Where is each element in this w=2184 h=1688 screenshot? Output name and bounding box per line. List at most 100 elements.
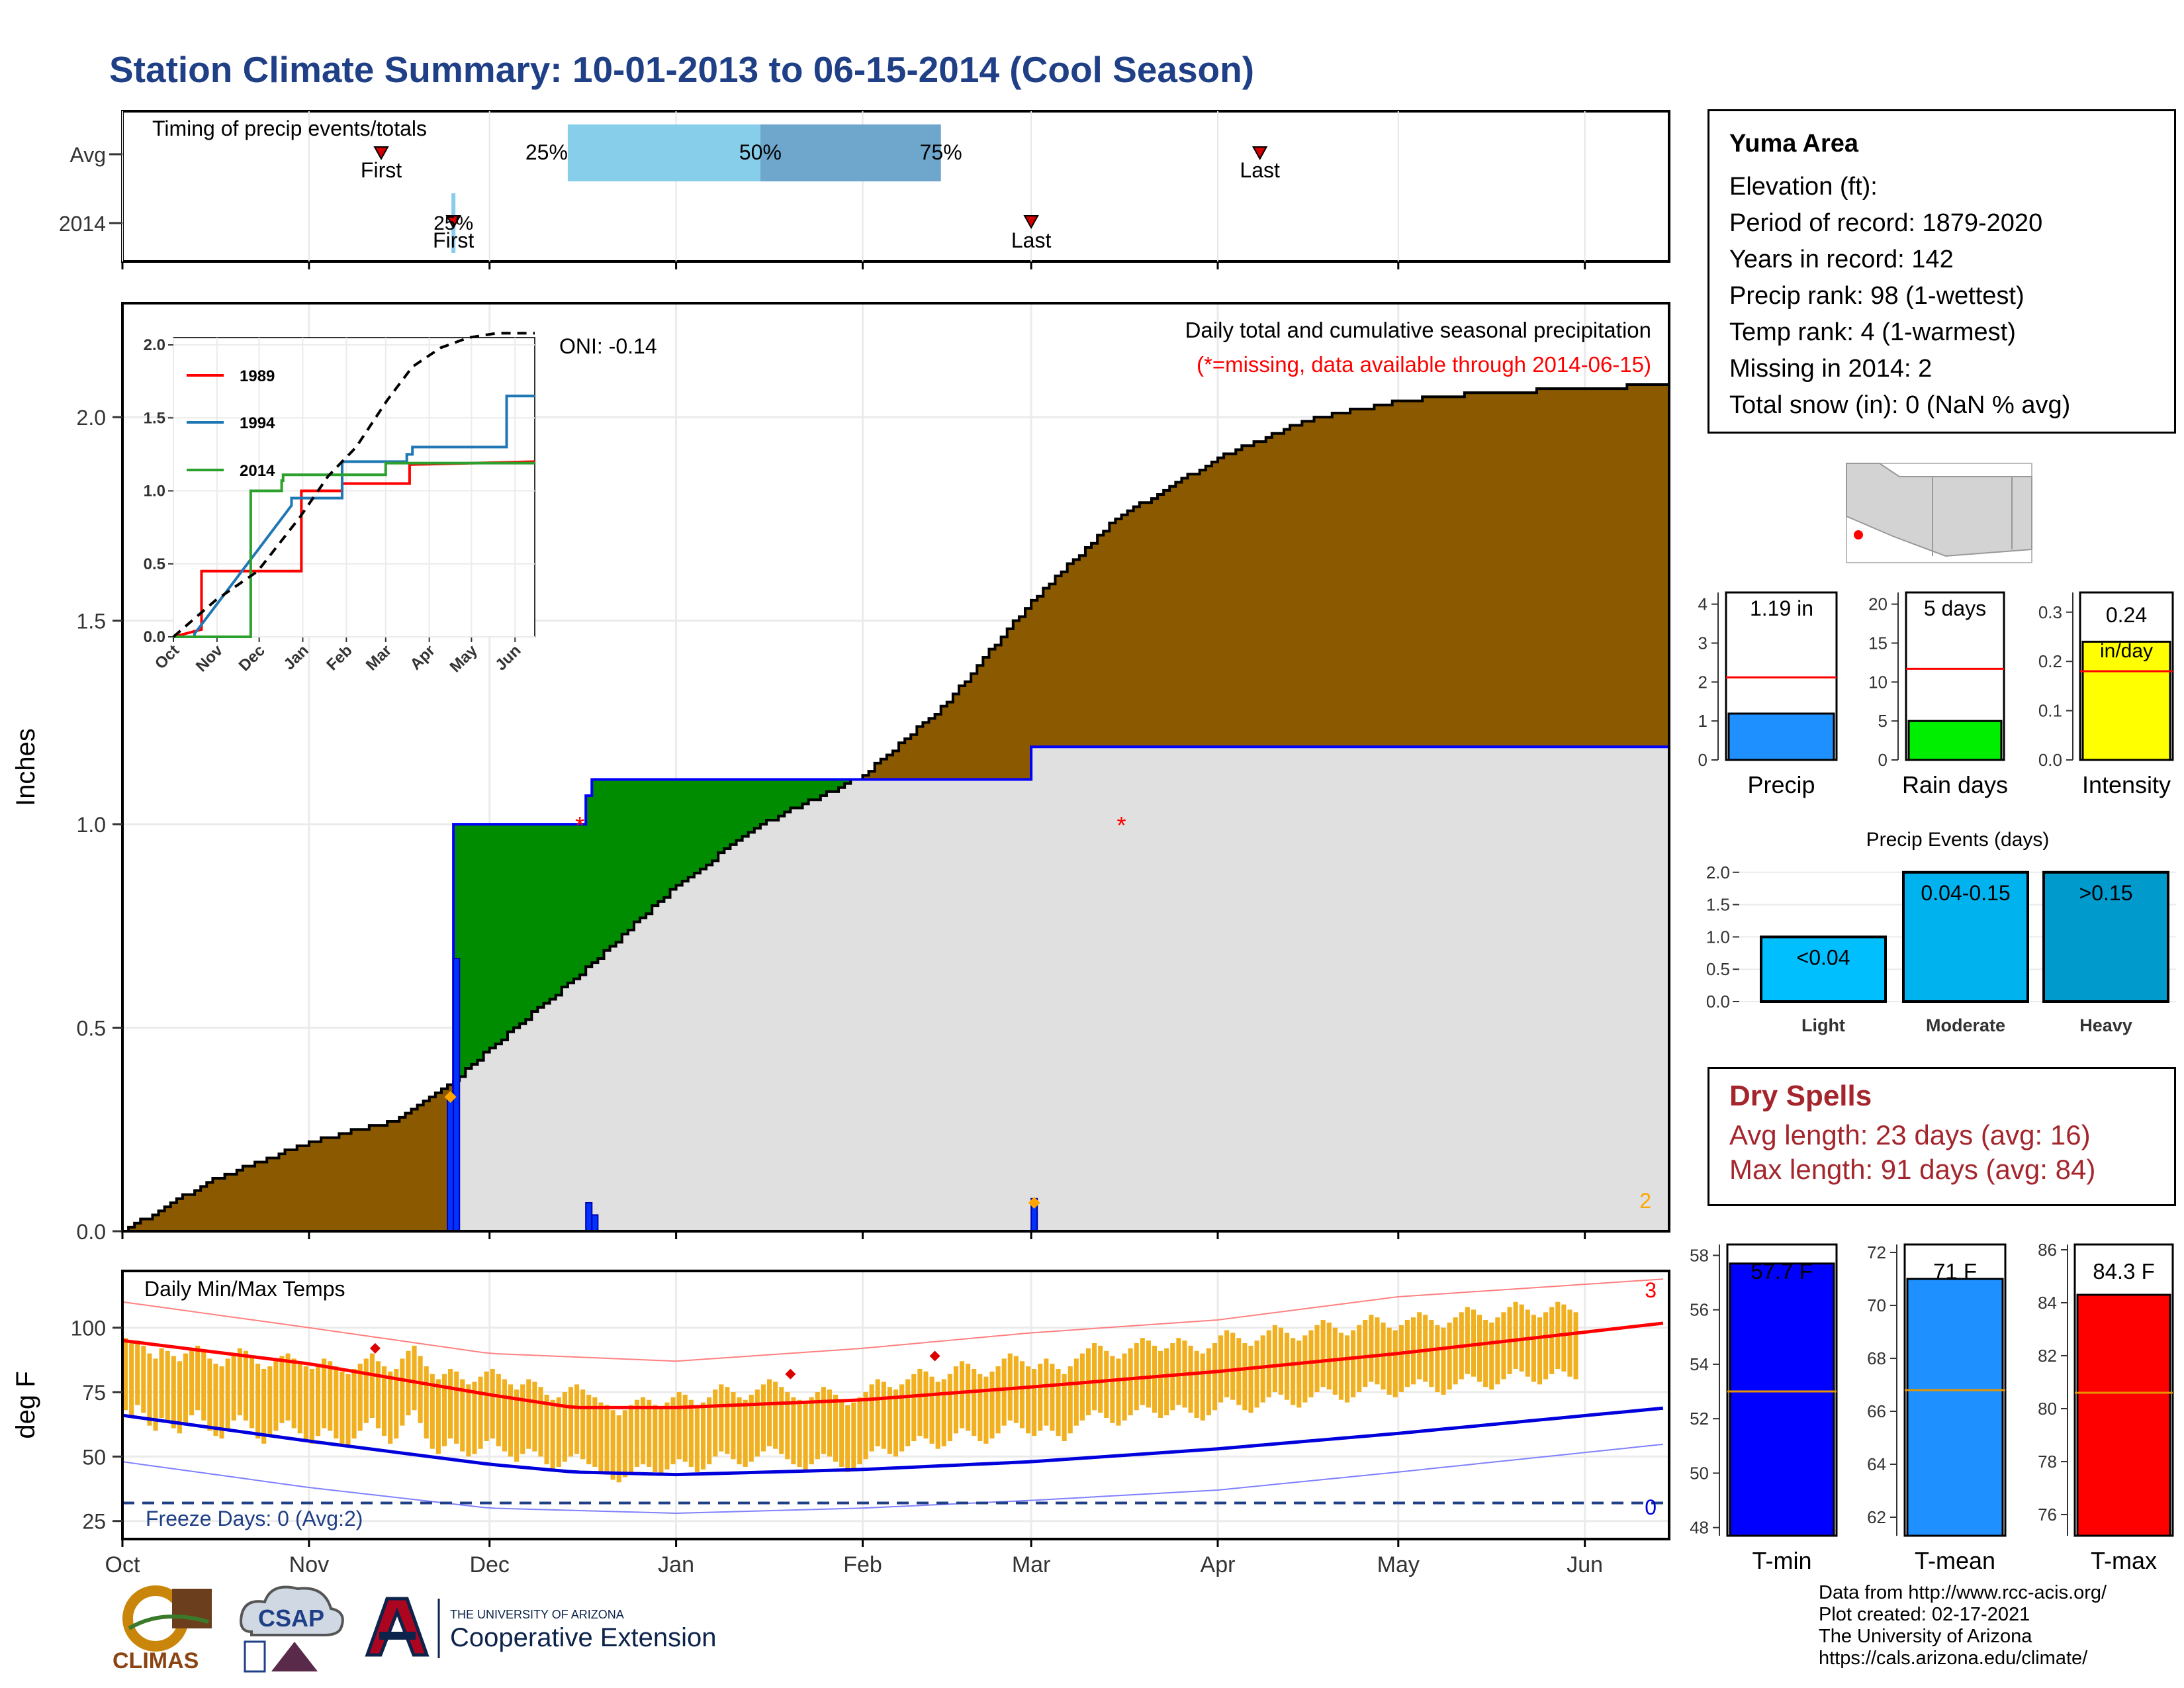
temp-daily-bar <box>779 1387 784 1454</box>
summary-precip-bar <box>1727 712 1835 761</box>
temp-daily-bar <box>448 1368 453 1439</box>
temp-daily-bar <box>153 1358 158 1431</box>
precip-daily-bar <box>585 1201 593 1233</box>
climas-wordmark: CLIMAS <box>113 1648 199 1673</box>
temp-daily-bar <box>466 1384 471 1457</box>
temp-daily-bar <box>340 1371 345 1444</box>
temp-daily-bar <box>1338 1333 1343 1400</box>
temp-daily-bar <box>249 1356 255 1429</box>
temp-count-max: 3 <box>1645 1278 1657 1302</box>
temp-daily-bar <box>694 1405 700 1472</box>
summary-tmin-ytick-label: 50 <box>1690 1463 1709 1483</box>
precip-missing-marker: * <box>1116 812 1126 839</box>
temp-daily-bar <box>418 1356 423 1423</box>
summary-tmax-ytick-label: 84 <box>2038 1293 2057 1313</box>
inset-ytick-label: 0.0 <box>144 628 165 646</box>
temp-daily-bar <box>1218 1335 1224 1403</box>
precip-events-ytick-label: 0.5 <box>1706 959 1730 979</box>
temp-ytick-label: 75 <box>82 1381 106 1405</box>
summary-tmin-ytick-label: 54 <box>1690 1354 1709 1374</box>
summary-tmin-category: T-min <box>1752 1547 1812 1574</box>
temp-daily-bar <box>707 1397 712 1465</box>
temp-daily-bar <box>923 1371 929 1439</box>
timing-bar-50-75 <box>760 124 941 181</box>
summary-tmin-ytick-label: 56 <box>1690 1300 1709 1320</box>
temp-daily-bar <box>538 1387 543 1457</box>
precip-frame <box>121 302 1670 1233</box>
precip-ytick-label: 1.5 <box>77 610 106 633</box>
timing-avg-first-marker <box>373 146 389 161</box>
temp-daily-bar <box>989 1371 995 1439</box>
timing-label-50: 50% <box>739 140 782 164</box>
temp-daily-bar <box>1116 1358 1121 1426</box>
precip-diamond-marker <box>444 1091 457 1103</box>
inset-analog-chart: Oct Nov Dec Jan Feb Mar Apr May Jun0.00.51.01.52… <box>144 332 535 676</box>
freeze-days-label: Freeze Days: 0 (Avg:2) <box>146 1507 363 1530</box>
inset-ytick-label: 0.5 <box>144 555 165 573</box>
temp-daily-bar <box>1056 1368 1061 1436</box>
temp-daily-bar <box>1441 1327 1446 1395</box>
summary-intensity-ytick-label: 0.1 <box>2038 701 2062 721</box>
temp-daily-bar <box>863 1392 868 1460</box>
temp-daily-bar <box>213 1364 218 1436</box>
temp-daily-bar <box>1369 1315 1374 1382</box>
temp-ytick-label: 100 <box>71 1317 106 1340</box>
temp-daily-bar <box>1164 1348 1169 1416</box>
temp-daily-bar <box>1326 1322 1332 1390</box>
temp-daily-bar <box>129 1343 134 1416</box>
temp-daily-bar <box>1068 1366 1073 1434</box>
credit-url: https://cals.arizona.edu/climate/ <box>1819 1648 2088 1669</box>
temp-daily-bar <box>1363 1319 1368 1387</box>
temp-daily-bar <box>676 1392 682 1460</box>
summary-rain-days-ytick-label: 20 <box>1868 594 1888 614</box>
temp-daily-bar <box>628 1405 633 1472</box>
temp-daily-bar <box>189 1348 195 1416</box>
temp-record-min-line <box>122 1443 1664 1515</box>
temp-daily-bar <box>845 1405 850 1472</box>
credits: Data from http://www.rcc-acis.org/ Plot … <box>1819 1582 2107 1669</box>
temp-daily-bar <box>1495 1317 1500 1385</box>
summary-tmax-ytick-label: 78 <box>2038 1452 2057 1472</box>
ua-logo: THE UNIVERSITY OF ARIZONA Cooperative Ex… <box>361 1592 745 1665</box>
temp-daily-bar <box>334 1366 339 1439</box>
temp-daily-bar <box>1073 1358 1079 1426</box>
temp-daily-bar <box>1453 1317 1458 1385</box>
temp-daily-bar <box>490 1368 495 1439</box>
temp-daily-bar <box>544 1394 549 1465</box>
summary-rain-days-ytick-label: 15 <box>1868 633 1888 653</box>
temp-daily-bar <box>1038 1364 1043 1431</box>
temp-daily-bar <box>177 1361 182 1434</box>
temp-daily-bar <box>653 1405 658 1472</box>
station-name: Yuma Area <box>1729 130 1859 158</box>
temp-daily-bar <box>911 1374 917 1442</box>
temp-daily-bar <box>1242 1343 1248 1411</box>
temp-daily-bar <box>1417 1312 1422 1380</box>
temp-daily-bar <box>905 1379 911 1446</box>
temp-daily-bar <box>273 1361 279 1431</box>
temp-daily-bar <box>171 1356 176 1429</box>
temp-daily-bar <box>719 1384 724 1452</box>
temp-record-marker <box>929 1350 940 1362</box>
temp-daily-bar <box>1122 1353 1127 1421</box>
summary-intensity-ytick-label: 0.0 <box>2038 750 2062 770</box>
temp-daily-bar <box>1375 1317 1380 1385</box>
precip-missing-count: 2 <box>1639 1189 1651 1213</box>
temp-daily-bar <box>664 1402 670 1470</box>
temp-month-label: Dec <box>469 1552 509 1577</box>
temp-daily-bar <box>532 1382 537 1452</box>
inset-legend-label: 2014 <box>240 462 275 480</box>
precip-ytick-label: 2.0 <box>77 406 106 430</box>
temp-daily-bar <box>1573 1312 1578 1380</box>
temp-month-label: Jan <box>658 1552 694 1577</box>
temp-daily-bar <box>562 1392 567 1462</box>
temp-daily-bar <box>1200 1353 1205 1421</box>
temp-daily-bar <box>749 1394 754 1462</box>
precip-title-line2: (*=missing, data available through 2014-… <box>1197 352 1651 377</box>
temp-daily-bar <box>995 1366 1001 1434</box>
temp-month-label: Apr <box>1201 1552 1236 1577</box>
precip-events-ytick-label: 1.0 <box>1706 927 1730 947</box>
temp-daily-bar <box>1513 1301 1518 1369</box>
credit-university: The University of Arizona <box>1819 1626 2032 1647</box>
temp-daily-bar <box>647 1399 652 1467</box>
summary-tmin-bar <box>1729 1262 1835 1537</box>
